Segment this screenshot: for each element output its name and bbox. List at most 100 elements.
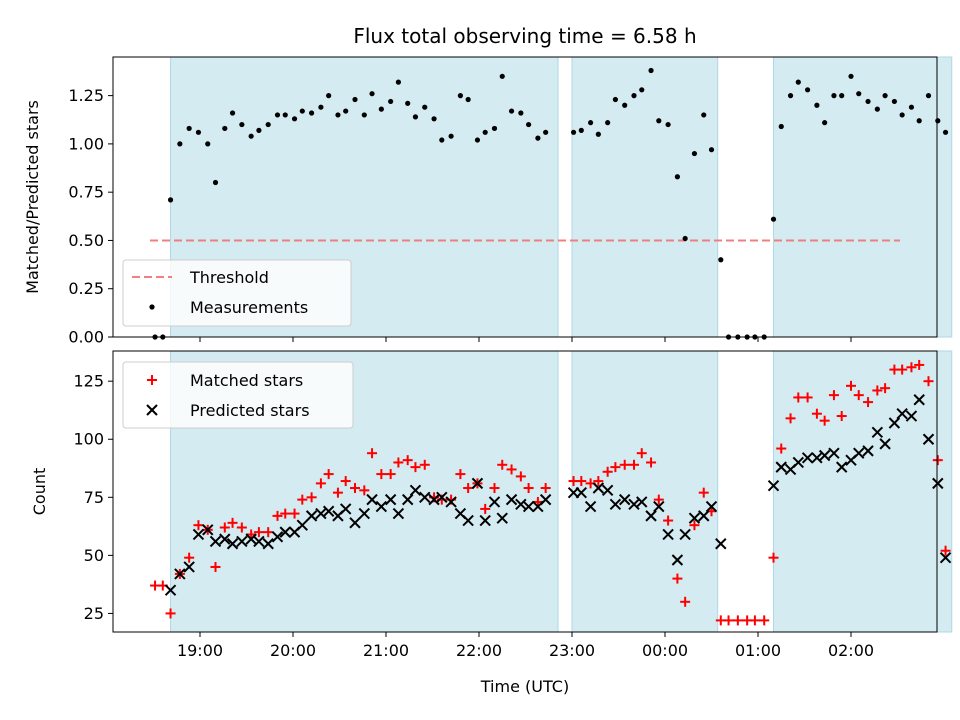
measurement-point-54 [639,87,645,93]
predicted-star-marker-49 [609,498,622,510]
predicted-star-marker-81 [932,477,944,490]
predicted-star-marker-6-b [219,533,231,545]
measurement-point-71 [787,93,794,99]
chart-title: Flux total observing time = 6.58 h [353,24,696,48]
predicted-star-marker-11 [262,538,274,550]
matched-star-marker-5 [193,520,204,531]
matched-star-marker-86 [914,359,925,370]
predicted-star-marker-22-b [358,507,371,520]
predicted-star-marker-38 [496,512,508,524]
count-window-2 [773,350,953,633]
measurement-point-5 [195,129,202,135]
predicted-star-marker-58 [688,512,701,524]
predicted-star-marker-76-b [888,417,901,429]
predicted-star-marker-75-b [879,438,891,450]
predicted-star-marker-39-b [505,493,518,506]
predicted-star-marker-77 [896,407,908,420]
measurement-point-29 [405,100,411,106]
predicted-star-marker-7-b [226,538,239,550]
matched-star-marker-74 [811,408,822,419]
measurement-point-70 [778,123,784,130]
predicted-star-marker-59 [698,510,710,522]
ratio-y-axis-label: Matched/Predicted stars [23,100,42,294]
matched-star-marker-7 [210,561,221,572]
predicted-star-marker-20 [339,503,352,515]
measurement-point-3 [177,141,183,147]
predicted-star-marker-10-b [253,535,265,548]
predicted-star-marker-9-b [245,533,257,545]
matched-star-marker-4 [184,552,195,563]
measurement-point-40 [499,73,505,79]
matched-star-marker-76 [828,390,839,401]
count-xtick-label-5: 00:00 [642,641,688,660]
measurement-point-15 [282,112,288,118]
measurement-point-10 [239,121,245,128]
measurement-point-51 [612,96,619,103]
predicted-star-marker-48 [601,484,614,497]
count-ytick-label-2: 75 [84,488,104,507]
measurement-point-60 [691,150,698,157]
predicted-star-marker-46 [584,500,597,513]
measurement-point-11 [248,133,254,139]
predicted-star-marker-37-b [488,496,501,508]
measurement-point-30 [412,114,419,120]
count-xtick-label-2: 21:00 [363,641,409,660]
matched-star-marker-49 [593,476,604,487]
measurement-point-74 [814,102,820,108]
predicted-star-marker-8 [236,535,248,548]
predicted-star-marker-78-b [905,410,918,422]
matched-star-marker-67 [749,615,760,626]
matched-star-marker-27 [385,469,396,480]
predicted-star-marker-61-b [715,538,727,550]
measurement-point-8 [222,125,228,132]
predicted-star-marker-55-b [662,528,674,541]
matched-star-marker-2 [165,608,176,619]
measurement-point-86 [916,118,922,124]
matched-star-marker-8 [219,522,230,533]
predicted-star-marker-62 [767,479,780,492]
predicted-star-marker-21-b [349,517,361,529]
measurement-point-7 [212,179,219,186]
measurement-point-59 [682,235,688,242]
measurement-point-35 [457,93,463,99]
matched-star-marker-56 [653,494,664,505]
ratio-ytick-label-3: 0.75 [68,183,104,202]
measurement-point-27 [388,98,394,105]
matched-star-marker-19 [315,478,326,489]
predicted-star-marker-22 [358,507,371,520]
predicted-star-marker-35-b [471,477,484,490]
predicted-star-marker-33-b [454,507,467,520]
predicted-star-marker-9 [245,533,257,545]
matched-star-marker-61 [698,487,709,498]
measurement-point-33 [439,137,445,143]
predicted-star-marker-18-b [322,505,335,517]
measurement-point-4 [186,125,192,132]
measurement-point-12 [256,127,262,133]
measurement-point-79 [856,91,862,97]
predicted-star-marker-61 [715,538,727,550]
predicted-star-marker-29 [419,491,431,504]
count-xtick-label-7: 02:00 [828,641,874,660]
ratio-ytick-label-1: 0.25 [68,279,104,298]
count-xtick-label-0: 19:00 [177,641,223,660]
matched-star-marker-18 [306,492,317,503]
matched-star-marker-43 [523,483,534,494]
predicted-star-marker-23-b [366,493,378,506]
measurement-point-21 [335,112,341,118]
measurement-point-49 [595,131,601,137]
measurement-point-73 [805,87,811,93]
predicted-star-marker-62-b [767,479,780,492]
matched-star-marker-21 [332,487,343,498]
predicted-star-marker-15-b [296,519,309,531]
predicted-star-marker-38-b [496,512,508,524]
measurement-point-48 [588,120,594,126]
measurement-point-53 [631,93,637,99]
count-ytick-label-1: 50 [84,546,104,565]
predicted-star-marker-40 [515,498,527,510]
predicted-star-marker-12-b [271,531,284,543]
measurement-point-69 [770,216,777,222]
legend-predicted-marker-b [146,404,158,416]
predicted-star-marker-70-b [835,461,848,473]
measurement-point-19 [318,104,324,110]
matched-star-marker-57 [663,515,674,526]
